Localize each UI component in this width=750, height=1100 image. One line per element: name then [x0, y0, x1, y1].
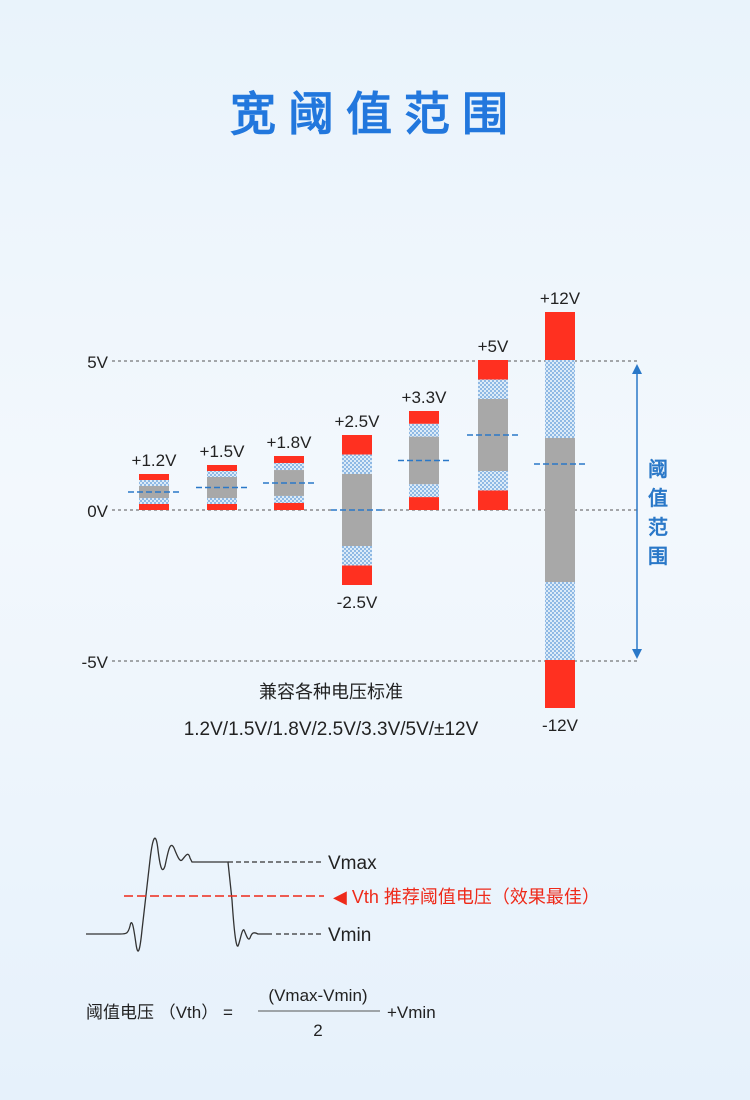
bar-bottom-label-6: -12V	[542, 716, 579, 735]
bar-red-top-4	[409, 411, 439, 424]
arrow-down-icon	[632, 649, 642, 659]
tick-label-neg5v: -5V	[82, 653, 109, 672]
bar-red-top-6	[545, 312, 575, 360]
compat-list: 1.2V/1.5V/1.8V/2.5V/3.3V/5V/±12V	[184, 719, 479, 740]
bar-top-label-5: +5V	[478, 337, 509, 356]
compat-caption: 兼容各种电压标准	[259, 682, 403, 702]
arrow-up-icon	[632, 364, 642, 374]
page-title: 宽阈值范围	[230, 88, 520, 140]
bar-hatch-top-6	[545, 360, 575, 438]
bar-top-label-1: +1.5V	[200, 442, 246, 461]
bar-hatch-top-5	[478, 379, 508, 399]
waveform	[86, 837, 324, 952]
tick-label-5v: 5V	[87, 353, 108, 372]
bar-red-bottom-2	[274, 502, 304, 510]
bar-red-top-2	[274, 456, 304, 464]
tick-label-0v: 0V	[87, 502, 108, 521]
formula-numerator: (Vmax-Vmin)	[268, 986, 367, 1005]
bar-hatch-top-0	[139, 480, 169, 486]
vmin-label: Vmin	[328, 925, 371, 946]
svg-text:值: 值	[648, 486, 668, 510]
svg-text:围: 围	[648, 545, 668, 568]
range-label: 阈 值 范 围	[648, 457, 668, 568]
bar-top-label-4: +3.3V	[402, 388, 448, 407]
svg-text:阈: 阈	[648, 457, 668, 481]
vth-label: ◀ Vth 推荐阈值电压（效果最佳）	[333, 887, 600, 907]
bar-red-bottom-3	[342, 565, 372, 585]
formula-rhs: +Vmin	[387, 1003, 436, 1022]
voltage-bars: +1.2V +1.5V +1.8V +2.5V -2.5V +3.3V +5V +12V -12…	[128, 289, 586, 735]
axis-tick-labels: 5V 0V -5V	[82, 353, 109, 672]
signal-waveform	[86, 837, 272, 952]
bar-red-top-0	[139, 474, 169, 480]
bar-red-top-5	[478, 360, 508, 380]
bar-hatch-bottom-2	[274, 495, 304, 503]
bar-red-top-3	[342, 435, 372, 455]
bar-top-label-3: +2.5V	[335, 412, 381, 431]
range-arrow	[632, 364, 642, 659]
vmax-label: Vmax	[328, 853, 377, 874]
bar-bottom-label-3: -2.5V	[337, 593, 378, 612]
bar-red-bottom-4	[409, 497, 439, 510]
bar-red-top-1	[207, 465, 237, 471]
formula: 阈值电压 （Vth） = (Vmax-Vmin) 2 +Vmin	[86, 986, 436, 1040]
bar-gray-6	[545, 438, 575, 582]
bar-hatch-bottom-4	[409, 484, 439, 498]
bar-red-bottom-6	[545, 660, 575, 708]
bar-hatch-bottom-1	[207, 498, 237, 504]
bar-red-bottom-5	[478, 490, 508, 510]
bar-top-label-0: +1.2V	[132, 451, 178, 470]
bar-hatch-bottom-6	[545, 582, 575, 660]
bar-hatch-bottom-0	[139, 498, 169, 504]
bar-hatch-top-3	[342, 454, 372, 474]
bar-hatch-top-1	[207, 471, 237, 477]
bar-top-label-6: +12V	[540, 289, 581, 308]
svg-text:范: 范	[648, 515, 668, 539]
bar-gray-0	[139, 486, 169, 498]
formula-lhs: 阈值电压 （Vth） =	[86, 1003, 233, 1022]
bar-hatch-bottom-5	[478, 471, 508, 491]
bar-gray-1	[207, 477, 237, 498]
formula-denominator: 2	[313, 1021, 322, 1040]
bar-hatch-top-2	[274, 463, 304, 471]
bar-red-bottom-0	[139, 504, 169, 510]
bar-red-bottom-1	[207, 504, 237, 510]
bar-top-label-2: +1.8V	[267, 433, 313, 452]
bar-hatch-bottom-3	[342, 546, 372, 566]
bar-hatch-top-4	[409, 423, 439, 437]
